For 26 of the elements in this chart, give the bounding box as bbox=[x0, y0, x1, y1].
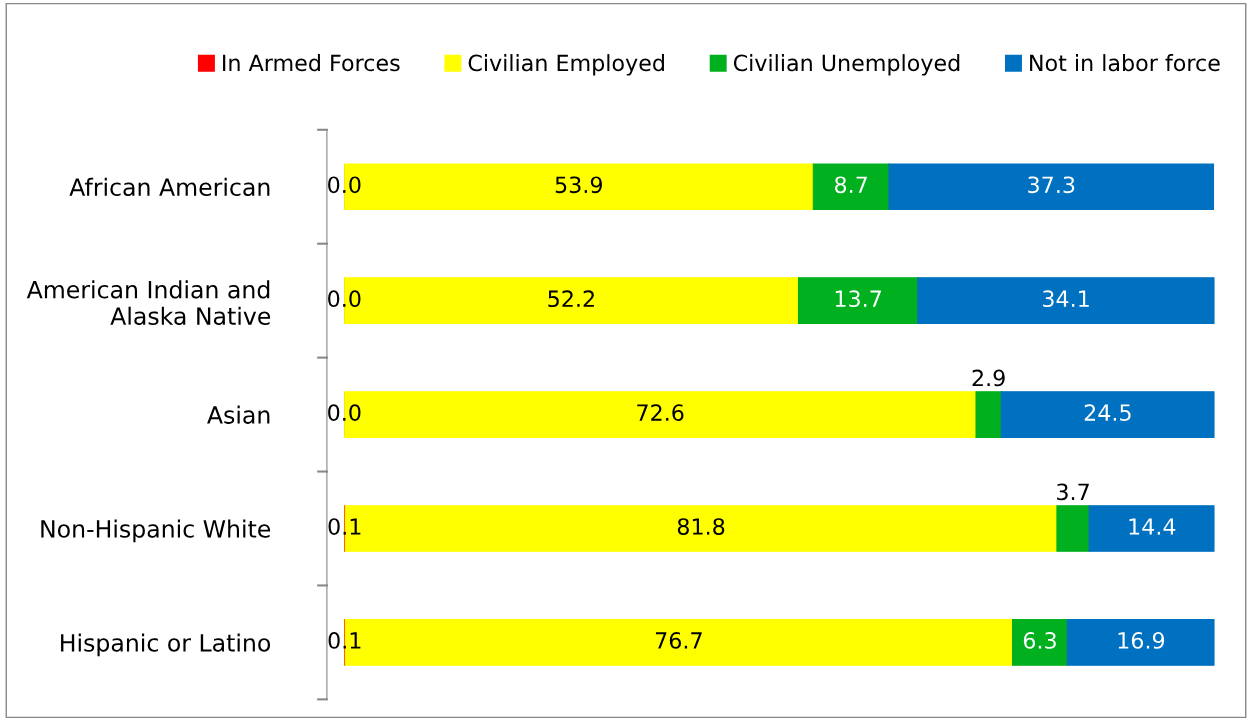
legend-label: Civilian Employed bbox=[468, 54, 664, 76]
y-tick-label: Hispanic or Latino bbox=[61, 633, 271, 657]
data-label: 24.5 bbox=[1084, 404, 1131, 422]
data-label: 8.7 bbox=[834, 176, 867, 194]
y-tick-label: Asian bbox=[207, 405, 270, 424]
y-tick-label: African American bbox=[69, 177, 270, 197]
data-label: 3.7 bbox=[1057, 483, 1089, 501]
legend-label: In Armed Forces bbox=[223, 54, 400, 72]
data-label: 16.9 bbox=[1118, 632, 1165, 649]
data-label: 52.2 bbox=[548, 290, 594, 308]
legend-label: Civilian Unemployed bbox=[733, 54, 960, 76]
data-label: 13.7 bbox=[835, 290, 881, 308]
y-tick-label: Non-Hispanic White bbox=[41, 519, 271, 543]
data-label: 81.8 bbox=[677, 518, 725, 535]
data-label: 34.1 bbox=[1043, 290, 1089, 308]
data-label: 2.9 bbox=[972, 369, 1005, 387]
data-label: 0.1 bbox=[328, 518, 361, 535]
data-label: 72.6 bbox=[637, 404, 684, 422]
data-label: 53.9 bbox=[555, 176, 602, 194]
data-label: 0.1 bbox=[328, 632, 361, 649]
legend-label: Not in labor force bbox=[1030, 54, 1220, 72]
data-label: 37.3 bbox=[1028, 176, 1075, 194]
data-label: 6.3 bbox=[1023, 632, 1056, 649]
data-label: 14.4 bbox=[1129, 518, 1176, 535]
data-label: 76.7 bbox=[655, 632, 702, 649]
y-tick-label: American Indian and Alaska Native bbox=[26, 280, 271, 325]
